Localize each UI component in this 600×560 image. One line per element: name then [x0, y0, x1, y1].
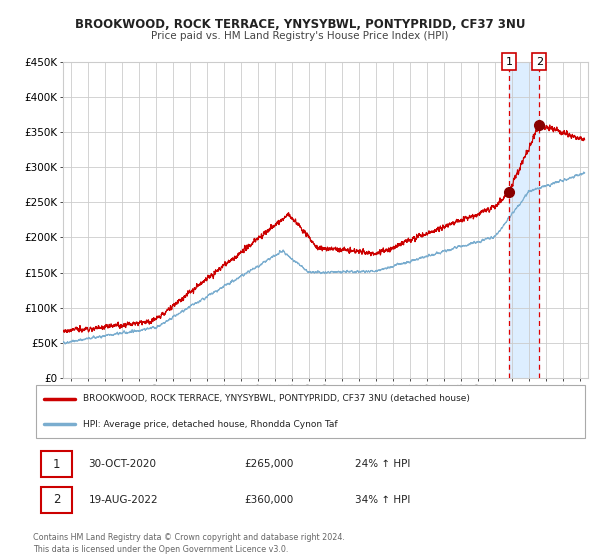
FancyBboxPatch shape: [41, 487, 72, 513]
Text: £360,000: £360,000: [244, 495, 293, 505]
Text: 2: 2: [536, 57, 543, 67]
Text: HPI: Average price, detached house, Rhondda Cynon Taf: HPI: Average price, detached house, Rhon…: [83, 420, 338, 429]
FancyBboxPatch shape: [36, 385, 585, 438]
Text: Price paid vs. HM Land Registry's House Price Index (HPI): Price paid vs. HM Land Registry's House …: [151, 31, 449, 41]
Text: 19-AUG-2022: 19-AUG-2022: [89, 495, 158, 505]
Bar: [509, 62, 539, 378]
FancyBboxPatch shape: [41, 451, 72, 477]
Text: 24% ↑ HPI: 24% ↑ HPI: [355, 459, 410, 469]
Text: 1: 1: [53, 458, 61, 471]
Text: 30-OCT-2020: 30-OCT-2020: [89, 459, 157, 469]
Text: BROOKWOOD, ROCK TERRACE, YNYSYBWL, PONTYPRIDD, CF37 3NU: BROOKWOOD, ROCK TERRACE, YNYSYBWL, PONTY…: [75, 18, 525, 31]
Text: 2: 2: [53, 493, 61, 506]
Text: 34% ↑ HPI: 34% ↑ HPI: [355, 495, 410, 505]
Text: £265,000: £265,000: [244, 459, 293, 469]
Text: BROOKWOOD, ROCK TERRACE, YNYSYBWL, PONTYPRIDD, CF37 3NU (detached house): BROOKWOOD, ROCK TERRACE, YNYSYBWL, PONTY…: [83, 394, 470, 403]
Text: 1: 1: [505, 57, 512, 67]
Text: Contains HM Land Registry data © Crown copyright and database right 2024.
This d: Contains HM Land Registry data © Crown c…: [33, 533, 345, 554]
